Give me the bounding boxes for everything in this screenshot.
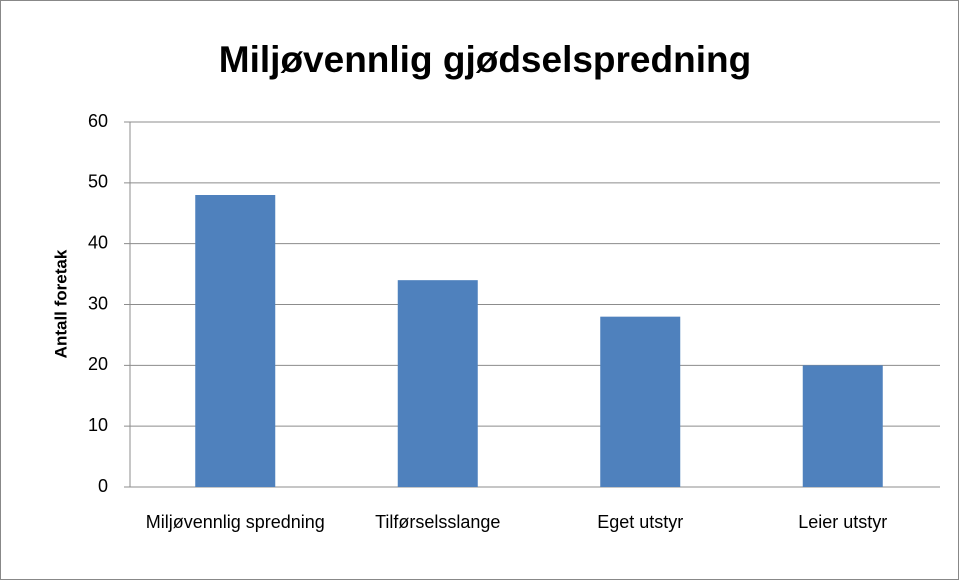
chart-title: Miljøvennlig gjødselspredning: [219, 39, 751, 80]
y-tick-label: 10: [88, 415, 108, 435]
y-tick-label: 50: [88, 172, 108, 192]
x-tick-label: Tilførselsslange: [375, 512, 501, 532]
bar: [397, 280, 478, 487]
y-tick-label: 40: [88, 232, 108, 252]
y-tick-label: 30: [88, 293, 108, 313]
bar: [802, 365, 883, 487]
y-tick-label: 20: [88, 354, 108, 374]
y-tick-label: 0: [98, 476, 108, 496]
y-tick-label: 60: [88, 111, 108, 131]
y-axis-label: Antall foretak: [51, 249, 70, 358]
x-tick-label: Miljøvennlig spredning: [145, 512, 325, 532]
bar: [195, 195, 276, 487]
bar: [600, 316, 681, 487]
x-tick-label: Eget utstyr: [597, 512, 684, 532]
x-tick-label: Leier utstyr: [798, 512, 888, 532]
